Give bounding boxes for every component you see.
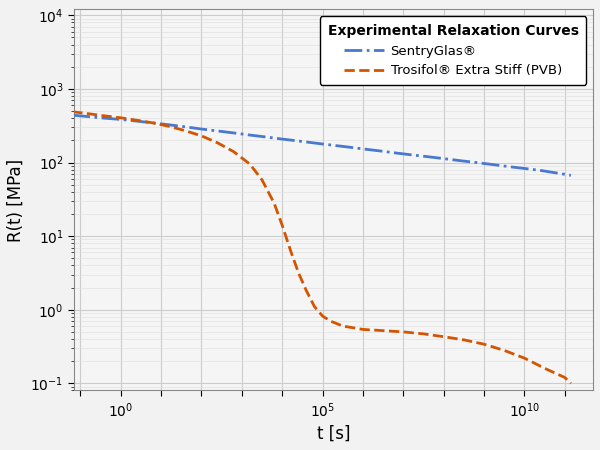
SentryGlas®: [198, 126, 205, 132]
Trosifol® Extra Stiff (PVB): [311, 304, 318, 310]
SentryGlas®: [214, 128, 221, 134]
Trosifol® Extra Stiff (PVB): [460, 337, 467, 342]
SentryGlas®: [101, 116, 108, 121]
SentryGlas®: [376, 148, 383, 153]
SentryGlas®: [262, 134, 269, 140]
Trosifol® Extra Stiff (PVB): [287, 247, 294, 252]
SentryGlas®: [440, 156, 448, 161]
SentryGlas®: [359, 146, 367, 152]
Trosifol® Extra Stiff (PVB): [521, 356, 528, 361]
Y-axis label: R(t) [MPa]: R(t) [MPa]: [7, 158, 25, 242]
Trosifol® Extra Stiff (PVB): [182, 128, 189, 134]
SentryGlas®: [424, 154, 431, 159]
Trosifol® Extra Stiff (PVB): [561, 375, 568, 380]
Line: SentryGlas®: SentryGlas®: [72, 115, 571, 176]
SentryGlas®: [230, 130, 238, 135]
SentryGlas®: [488, 162, 496, 167]
SentryGlas®: [149, 120, 157, 126]
SentryGlas®: [392, 150, 399, 156]
SentryGlas®: [553, 170, 560, 176]
Trosifol® Extra Stiff (PVB): [541, 365, 548, 371]
Trosifol® Extra Stiff (PVB): [303, 288, 310, 294]
Trosifol® Extra Stiff (PVB): [278, 223, 286, 228]
SentryGlas®: [567, 173, 574, 178]
Trosifol® Extra Stiff (PVB): [327, 319, 334, 324]
Trosifol® Extra Stiff (PVB): [359, 327, 367, 332]
SentryGlas®: [327, 142, 334, 148]
Trosifol® Extra Stiff (PVB): [198, 133, 205, 139]
Trosifol® Extra Stiff (PVB): [481, 342, 488, 347]
SentryGlas®: [117, 117, 124, 122]
Trosifol® Extra Stiff (PVB): [400, 329, 407, 335]
SentryGlas®: [182, 124, 189, 130]
SentryGlas®: [133, 118, 140, 124]
SentryGlas®: [472, 160, 479, 165]
SentryGlas®: [343, 144, 350, 149]
SentryGlas®: [456, 158, 463, 163]
Trosifol® Extra Stiff (PVB): [380, 328, 387, 333]
Trosifol® Extra Stiff (PVB): [230, 149, 238, 154]
Legend: SentryGlas®, Trosifol® Extra Stiff (PVB): SentryGlas®, Trosifol® Extra Stiff (PVB): [320, 16, 586, 85]
Trosifol® Extra Stiff (PVB): [259, 177, 266, 183]
SentryGlas®: [247, 132, 254, 138]
Trosifol® Extra Stiff (PVB): [339, 324, 346, 329]
SentryGlas®: [166, 122, 173, 127]
Trosifol® Extra Stiff (PVB): [247, 162, 254, 167]
Trosifol® Extra Stiff (PVB): [271, 201, 278, 206]
SentryGlas®: [278, 136, 286, 142]
SentryGlas®: [311, 140, 318, 146]
X-axis label: t [s]: t [s]: [317, 425, 350, 443]
Line: Trosifol® Extra Stiff (PVB): Trosifol® Extra Stiff (PVB): [72, 112, 571, 383]
SentryGlas®: [505, 164, 512, 169]
SentryGlas®: [408, 152, 415, 158]
SentryGlas®: [537, 168, 544, 173]
Trosifol® Extra Stiff (PVB): [117, 115, 124, 121]
Trosifol® Extra Stiff (PVB): [295, 270, 302, 275]
Trosifol® Extra Stiff (PVB): [101, 113, 108, 118]
Trosifol® Extra Stiff (PVB): [319, 313, 326, 319]
SentryGlas®: [68, 112, 76, 118]
Trosifol® Extra Stiff (PVB): [85, 111, 92, 117]
Trosifol® Extra Stiff (PVB): [500, 348, 508, 353]
Trosifol® Extra Stiff (PVB): [440, 334, 448, 339]
Trosifol® Extra Stiff (PVB): [166, 124, 173, 129]
SentryGlas®: [521, 166, 528, 171]
Trosifol® Extra Stiff (PVB): [68, 109, 76, 114]
SentryGlas®: [85, 114, 92, 119]
Trosifol® Extra Stiff (PVB): [214, 140, 221, 145]
Trosifol® Extra Stiff (PVB): [567, 381, 574, 386]
Trosifol® Extra Stiff (PVB): [149, 120, 157, 126]
Trosifol® Extra Stiff (PVB): [420, 331, 427, 337]
SentryGlas®: [295, 138, 302, 144]
Trosifol® Extra Stiff (PVB): [133, 117, 140, 123]
